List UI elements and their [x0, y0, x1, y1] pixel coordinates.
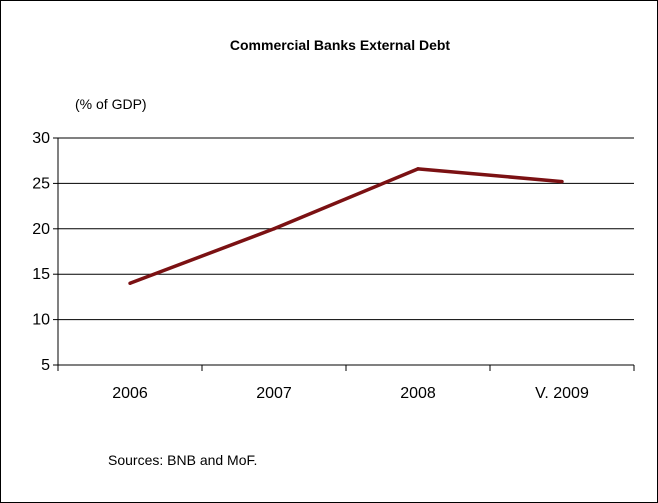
y-axis-label: (% of GDP): [75, 96, 147, 112]
series-line-0: [129, 167, 563, 285]
x-tick-label-3: V. 2009: [535, 385, 589, 402]
chart-title: Commercial Banks External Debt: [230, 37, 451, 53]
y-tick-label-25: 25: [32, 175, 50, 192]
y-tick-label-30: 30: [32, 130, 50, 147]
x-tick-label-0: 2006: [112, 385, 148, 402]
x-tick-label-1: 2007: [256, 385, 292, 402]
data-point-2008: [416, 167, 420, 171]
series-group: [128, 167, 564, 285]
y-tick-label-5: 5: [41, 357, 50, 374]
y-tick-labels: 5 10 15 20 25 30: [32, 130, 50, 374]
data-point-V-2009: [560, 179, 564, 184]
axes: [53, 137, 635, 371]
gridlines: [58, 137, 634, 321]
data-point-2006: [128, 281, 132, 285]
x-tick-labels: 2006 2007 2008 V. 2009: [112, 385, 589, 402]
y-tick-label-10: 10: [32, 312, 50, 329]
data-point-2007: [272, 227, 276, 231]
sources-note: Sources: BNB and MoF.: [108, 452, 257, 468]
y-tick-label-20: 20: [32, 221, 50, 238]
x-tick-label-2: 2008: [400, 385, 436, 402]
y-tick-label-15: 15: [32, 266, 50, 283]
